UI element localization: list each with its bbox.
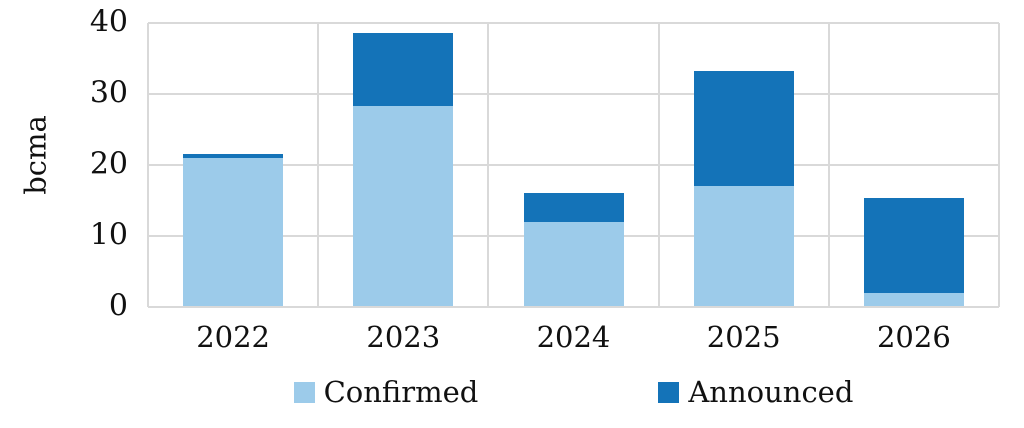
gridline-h-30: [148, 93, 999, 95]
x-tick-label-2023: 2023: [366, 320, 441, 354]
x-axis-labels: 2022 2023 2024 2025 2026: [148, 320, 999, 360]
gridline-v-2: [487, 23, 490, 307]
gridline-h-0: [148, 306, 999, 308]
bar-confirmed-2025: [693, 186, 794, 307]
legend-item-confirmed: Confirmed: [293, 374, 479, 409]
y-tick-label-10: 10: [89, 217, 128, 253]
bar-confirmed-2023: [353, 106, 454, 307]
legend-label-announced: Announced: [688, 374, 854, 409]
bar-announced-2024: [523, 193, 624, 222]
gridline-v-5: [998, 23, 1000, 307]
gridline-v-4: [827, 23, 830, 307]
legend-swatch-confirmed: [293, 381, 315, 403]
x-tick-label-2025: 2025: [706, 320, 781, 354]
legend-item-announced: Announced: [658, 374, 854, 409]
bar-confirmed-2022: [183, 157, 284, 307]
y-tick-label-0: 0: [108, 288, 128, 324]
legend-swatch-announced: [658, 381, 680, 403]
gridline-h-40: [148, 22, 999, 24]
bar-announced-2023: [353, 32, 454, 107]
bar-announced-2022: [183, 154, 284, 158]
y-axis-tick-labels: 0 10 20 30 40: [0, 0, 128, 428]
y-tick-label-40: 40: [89, 4, 128, 40]
x-tick-label-2026: 2026: [876, 320, 951, 354]
bar-announced-2025: [693, 71, 794, 187]
bar-confirmed-2026: [863, 292, 964, 307]
y-tick-label-20: 20: [89, 146, 128, 182]
bar-confirmed-2024: [523, 221, 624, 307]
x-tick-label-2022: 2022: [196, 320, 270, 354]
y-tick-label-30: 30: [89, 75, 128, 111]
gridline-v-0: [147, 23, 149, 307]
x-tick-label-2024: 2024: [536, 320, 611, 354]
gridline-v-3: [657, 23, 660, 307]
gridline-v-1: [317, 23, 320, 307]
bar-announced-2026: [863, 198, 964, 293]
legend-label-confirmed: Confirmed: [323, 374, 479, 409]
gridline-h-20: [148, 164, 999, 166]
plot-area: [147, 22, 1000, 308]
legend: Confirmed Announced: [148, 371, 999, 413]
